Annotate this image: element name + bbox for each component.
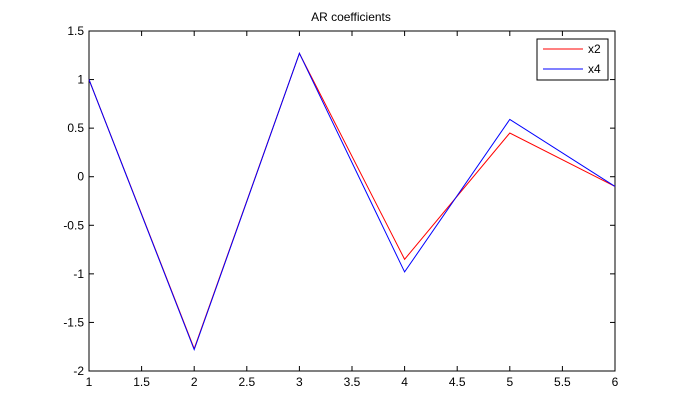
- y-tick-label: 1.5: [67, 24, 84, 38]
- series-layer: [88, 52, 616, 352]
- x-tick-label: 5.5: [554, 375, 571, 389]
- y-tick-label: 0: [77, 170, 84, 184]
- y-tick-label: -1: [73, 267, 84, 281]
- x-tick-label: 3: [296, 375, 303, 389]
- axis-ticks: 1 1.5 2 2.5 3 3.5 4 4.5 5 5.5 6 1.5 1 0.5 0 -0.5 -1 -1.5 -…: [63, 24, 618, 389]
- x-tick-label: 5: [506, 375, 513, 389]
- y-tick-label: 0.5: [67, 121, 84, 135]
- x-tick-label: 2: [191, 375, 198, 389]
- y-tick-label: -1.5: [63, 315, 84, 329]
- legend-label-x2: x2: [588, 42, 601, 56]
- x-tick-label: 1: [86, 375, 93, 389]
- legend-box: [536, 38, 609, 81]
- plot-area: [88, 30, 616, 372]
- y-tick-label: -0.5: [63, 218, 84, 232]
- y-tick-label: 1: [77, 73, 84, 87]
- legend: x2 x4: [536, 38, 609, 81]
- x-tick-label: 4.5: [449, 375, 466, 389]
- x-tick-label: 6: [612, 375, 619, 389]
- legend-label-x4: x4: [588, 62, 601, 76]
- y-tick-label: -2: [73, 364, 84, 378]
- x-tick-label: 1.5: [133, 375, 150, 389]
- x-tick-label: 2.5: [238, 375, 255, 389]
- x-tick-label: 4: [401, 375, 408, 389]
- x-tick-label: 3.5: [344, 375, 361, 389]
- chart-title: AR coefficients: [311, 10, 391, 24]
- series-line-x4: [88, 52, 616, 352]
